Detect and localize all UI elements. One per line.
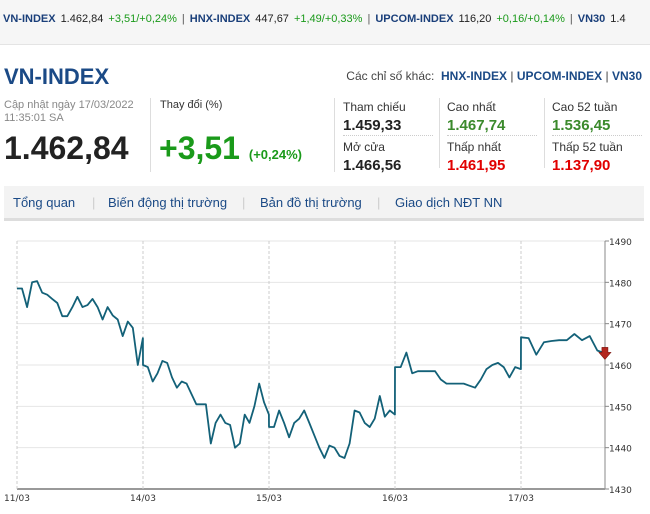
- index-chart: 1430 1440 1450 1460 1470 1480 1490 11/03 14/03 15…: [4, 238, 632, 504]
- divider: [552, 135, 642, 136]
- stat-label: Thấp 52 tuần: [552, 140, 623, 154]
- stat-value: 1.536,45: [552, 117, 611, 134]
- stat-value: 1.137,90: [552, 157, 611, 174]
- ticker-change: +0,16/+0,14%: [496, 13, 565, 25]
- stat-label: Cao 52 tuần: [552, 100, 618, 114]
- y-tick-label: 1460: [609, 362, 632, 372]
- stat-item: Tham chiếu 1.459,33: [343, 100, 406, 134]
- y-tick-label: 1470: [609, 321, 632, 331]
- stat-label: Thấp nhất: [447, 140, 502, 154]
- stat-value: 1.467,74: [447, 117, 506, 134]
- change-percent: (+0,24%): [248, 147, 302, 162]
- stat-label: Tham chiếu: [343, 100, 406, 114]
- other-indices-label: Các chỉ số khác:: [346, 69, 435, 83]
- divider: [544, 98, 545, 168]
- stat-item: Thấp 52 tuần 1.137,90: [552, 140, 623, 174]
- divider: [447, 135, 537, 136]
- stat-item: Mở cửa 1.466,56: [343, 140, 401, 174]
- ticker-name[interactable]: HNX-INDEX: [189, 13, 251, 25]
- stat-value: 1.466,56: [343, 157, 402, 174]
- tab-market-movement[interactable]: Biến động thị trường: [108, 195, 228, 210]
- ticker-name[interactable]: VN30: [577, 13, 606, 25]
- update-time: Cập nhật ngày 17/03/2022 11:35:01 SA: [4, 99, 134, 125]
- ticker-value: 116,20: [458, 13, 492, 25]
- update-date: Cập nhật ngày 17/03/2022: [4, 99, 134, 111]
- stat-item: Cao nhất 1.467,74: [447, 100, 505, 134]
- x-tick-label: 14/03: [130, 494, 156, 504]
- y-tick-label: 1430: [609, 486, 632, 496]
- divider: |: [181, 13, 185, 25]
- change-label: Thay đổi (%): [160, 99, 223, 111]
- x-tick-label: 11/03: [4, 494, 30, 504]
- ticker-change: +3,51/+0,24%: [108, 13, 177, 25]
- y-tick-label: 1440: [609, 445, 632, 455]
- page-title: VN-INDEX: [4, 64, 110, 89]
- index-line: [17, 280, 606, 459]
- ticker-value: 447,67: [255, 13, 289, 25]
- divider: |: [569, 13, 573, 25]
- current-price: 1.462,84: [4, 130, 129, 166]
- stat-value: 1.459,33: [343, 117, 402, 134]
- stat-item: Thấp nhất 1.461,95: [447, 140, 505, 174]
- link-vn30[interactable]: VN30: [611, 69, 642, 83]
- stat-value: 1.461,95: [447, 157, 506, 174]
- divider: |: [377, 195, 381, 210]
- y-tick-label: 1450: [609, 403, 632, 413]
- divider: |: [242, 195, 246, 210]
- divider: |: [367, 13, 371, 25]
- update-clock: 11:35:01 SA: [4, 112, 64, 124]
- divider: [439, 98, 440, 168]
- divider: [343, 135, 433, 136]
- stat-item: Cao 52 tuần 1.536,45: [552, 100, 617, 134]
- x-tick-label: 15/03: [256, 494, 282, 504]
- link-upcom-index[interactable]: UPCOM-INDEX: [516, 69, 603, 83]
- index-ticker: VN-INDEX 1.462,84 +3,51/+0,24% | HNX-INDEX 44…: [0, 0, 650, 45]
- y-tick-label: 1480: [609, 279, 632, 289]
- tab-overview[interactable]: Tổng quan: [13, 195, 76, 210]
- ticker-value: 1.462,84: [60, 13, 104, 25]
- x-tick-label: 17/03: [508, 494, 534, 504]
- tab-market-map[interactable]: Bản đồ thị trường: [260, 195, 362, 210]
- divider: [334, 98, 335, 172]
- link-hnx-index[interactable]: HNX-INDEX: [441, 69, 508, 83]
- change-points: +3,51: [159, 130, 240, 166]
- tab-foreign-trading[interactable]: Giao dịch NĐT NN: [395, 195, 503, 210]
- x-tick-label: 16/03: [382, 494, 408, 504]
- ticker-name[interactable]: VN-INDEX: [3, 13, 56, 25]
- ticker-change: +1,49/+0,33%: [293, 13, 363, 25]
- down-arrow-icon: [598, 347, 612, 360]
- stat-label: Mở cửa: [343, 140, 385, 154]
- divider: |: [92, 195, 96, 210]
- tab-bar: Tổng quan | Biến động thị trường | Bản đ…: [4, 186, 644, 221]
- change-value: +3,51 (+0,24%): [159, 130, 302, 167]
- y-tick-label: 1490: [609, 238, 632, 248]
- ticker-value: 1.4: [610, 13, 626, 25]
- ticker-name[interactable]: UPCOM-INDEX: [375, 13, 454, 25]
- divider: [150, 98, 151, 172]
- stat-label: Cao nhất: [447, 100, 496, 114]
- other-indices: Các chỉ số khác: HNX-INDEX | UPCOM-INDEX…: [346, 69, 642, 83]
